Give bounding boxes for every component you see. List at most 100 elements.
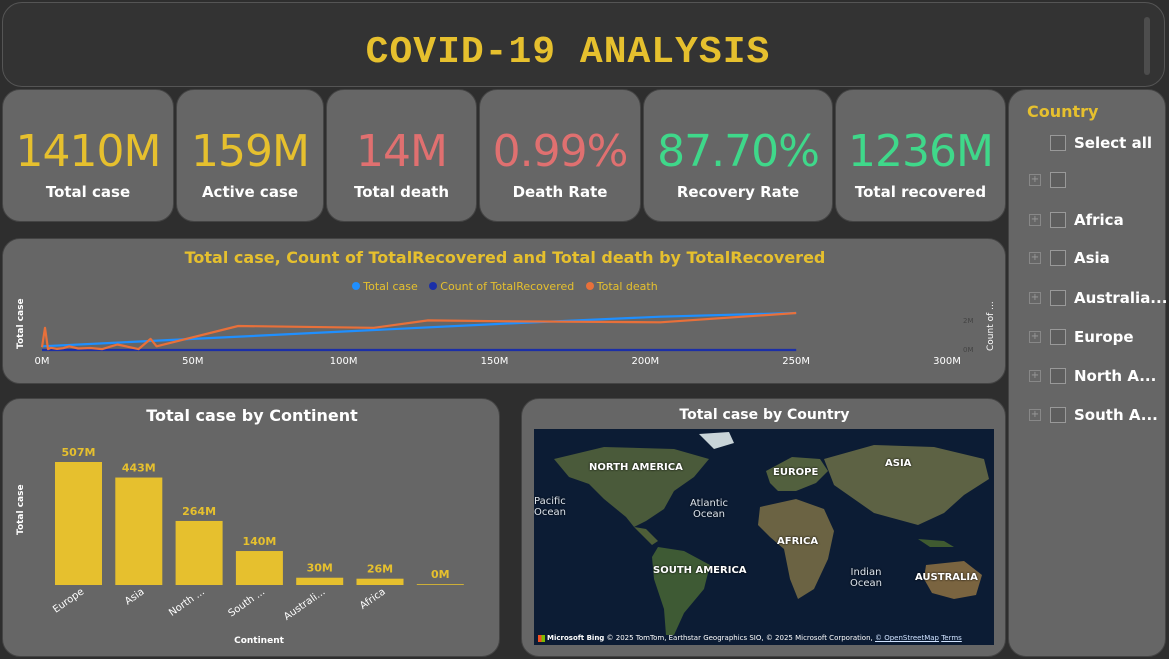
x-tick-label: 150M [481, 356, 509, 367]
map-label-south-america: SOUTH AMERICA [653, 565, 747, 576]
line-chart-plot[interactable]: Total case Count of ... 2M 0M 0M 50M 100M 1… [3, 239, 1007, 385]
checkbox[interactable] [1050, 250, 1066, 266]
bar[interactable] [296, 577, 344, 585]
slicer-item-label: Australia... [1074, 289, 1168, 307]
slicer-item-label: South A... [1074, 406, 1158, 424]
map-card[interactable]: Total case by Country [521, 398, 1006, 657]
kpi-card-total-recovered[interactable]: 1236M Total recovered [835, 89, 1006, 222]
slicer-item-north-america[interactable]: + North A... [1009, 365, 1167, 387]
kpi-card-total-case[interactable]: 1410M Total case [2, 89, 174, 222]
kpi-value: 1410M [15, 126, 162, 177]
bar-data-label: 443M [122, 462, 156, 475]
bar[interactable] [416, 584, 464, 585]
slicer-item-label: Select all [1074, 134, 1152, 152]
legend-item-count-recovered[interactable]: Count of TotalRecovered [429, 280, 574, 293]
map-landmass [554, 432, 989, 635]
checkbox[interactable] [1050, 290, 1066, 306]
openstreetmap-link[interactable]: © OpenStreetMap [875, 634, 939, 642]
bar-chart-xlabel: Continent [234, 636, 285, 646]
x-tick-label: 0M [35, 356, 50, 367]
x-tick-label: 300M [933, 356, 961, 367]
checkbox[interactable] [1050, 212, 1066, 228]
expand-icon[interactable]: + [1029, 174, 1041, 186]
slicer-item-europe[interactable]: + Europe [1009, 326, 1167, 348]
map-label-africa: AFRICA [777, 536, 819, 547]
map-label-indian-ocean: Indian Ocean [850, 567, 882, 589]
slicer-item-blank[interactable]: + [1009, 169, 1167, 191]
map-footer-brand: Microsoft Bing [547, 634, 605, 642]
title-banner: COVID-19 ANALYSIS [2, 2, 1165, 87]
expand-icon[interactable]: + [1029, 252, 1041, 264]
bar[interactable] [55, 462, 102, 585]
kpi-value: 0.99% [492, 126, 629, 177]
bar-data-label: 0M [431, 568, 450, 581]
expand-icon[interactable]: + [1029, 409, 1041, 421]
legend-label: Total case [363, 280, 418, 293]
world-map[interactable]: NORTH AMERICA EUROPE ASIA AFRICA SOUTH A… [534, 429, 994, 645]
kpi-card-active-case[interactable]: 159M Active case [176, 89, 324, 222]
legend-item-total-death[interactable]: Total death [585, 280, 658, 293]
legend-dot [585, 282, 594, 290]
bar-category-label: North ... [167, 586, 207, 618]
map-label-atlantic-ocean: Atlantic Ocean [689, 498, 729, 520]
checkbox[interactable] [1050, 368, 1066, 384]
bar-data-label: 264M [182, 505, 216, 518]
bar-data-label: 140M [242, 535, 276, 548]
legend-item-total-case[interactable]: Total case [352, 280, 418, 293]
bar-chart-plot[interactable]: Total case Continent 507M Europe 443M Asia 2… [3, 399, 501, 658]
bar-category-label: South ... [227, 586, 268, 619]
slicer-item-asia[interactable]: + Asia [1009, 247, 1167, 269]
kpi-card-recovery-rate[interactable]: 87.70% Recovery Rate [643, 89, 833, 222]
map-label-pacific-ocean: Pacific Ocean [534, 496, 566, 518]
slicer-item-australia[interactable]: + Australia... [1009, 287, 1167, 309]
right-tick: 0M [963, 346, 974, 354]
series-line-total-case[interactable] [41, 311, 797, 348]
slicer-title: Country [1027, 102, 1099, 121]
expand-icon[interactable]: + [1029, 331, 1041, 343]
kpi-label: Active case [201, 183, 299, 201]
kpi-value: 87.70% [657, 126, 820, 177]
checkbox[interactable] [1050, 172, 1066, 188]
expand-icon[interactable]: + [1029, 292, 1041, 304]
kpi-label: Total death [353, 183, 450, 201]
kpi-card-death-rate[interactable]: 0.99% Death Rate [479, 89, 641, 222]
checkbox[interactable] [1050, 329, 1066, 345]
legend-label: Total death [596, 280, 658, 293]
slicer-item-south-america[interactable]: + South A... [1009, 404, 1167, 426]
right-tick: 2M [963, 317, 974, 325]
bar-category-label: Africa [358, 586, 388, 611]
bar-data-label: 30M [307, 562, 333, 575]
map-label-north-america: NORTH AMERICA [589, 462, 683, 473]
checkbox[interactable] [1050, 135, 1066, 151]
legend-dot [352, 282, 361, 290]
x-tick-label: 200M [631, 356, 659, 367]
expand-icon[interactable]: + [1029, 214, 1041, 226]
map-label-europe: EUROPE [773, 467, 819, 478]
line-chart-card[interactable]: Total case, Count of TotalRecovered and … [2, 238, 1006, 384]
slicer-item-label: Africa [1074, 211, 1124, 229]
kpi-card-total-death[interactable]: 14M Total death [326, 89, 477, 222]
kpi-label: Death Rate [512, 183, 608, 201]
kpi-value: 159M [191, 126, 310, 177]
bar[interactable] [356, 578, 404, 585]
terms-link[interactable]: Terms [941, 634, 962, 642]
title-scrollbar[interactable] [1144, 17, 1150, 75]
map-attribution: Microsoft Bing © 2025 TomTom, Earthstar … [534, 634, 994, 642]
bar[interactable] [115, 477, 163, 585]
checkbox[interactable] [1050, 407, 1066, 423]
slicer-item-label: Asia [1074, 249, 1110, 267]
bar-chart-title: Total case by Continent [146, 406, 358, 425]
bar[interactable] [235, 551, 283, 585]
slicer-item-africa[interactable]: + Africa [1009, 209, 1167, 231]
bar-chart-card[interactable]: Total case by Continent Total case Conti… [2, 398, 500, 657]
x-tick-label: 250M [782, 356, 810, 367]
bar-category-label: Europe [51, 586, 86, 615]
microsoft-logo-icon [538, 634, 545, 642]
expand-icon[interactable]: + [1029, 370, 1041, 382]
line-chart-title: Total case, Count of TotalRecovered and … [184, 248, 826, 267]
series-line-total-death[interactable] [40, 311, 797, 351]
bar[interactable] [175, 520, 223, 585]
bar-category-label: Asia [123, 586, 146, 607]
slicer-item-select-all[interactable]: Select all [1009, 132, 1167, 154]
